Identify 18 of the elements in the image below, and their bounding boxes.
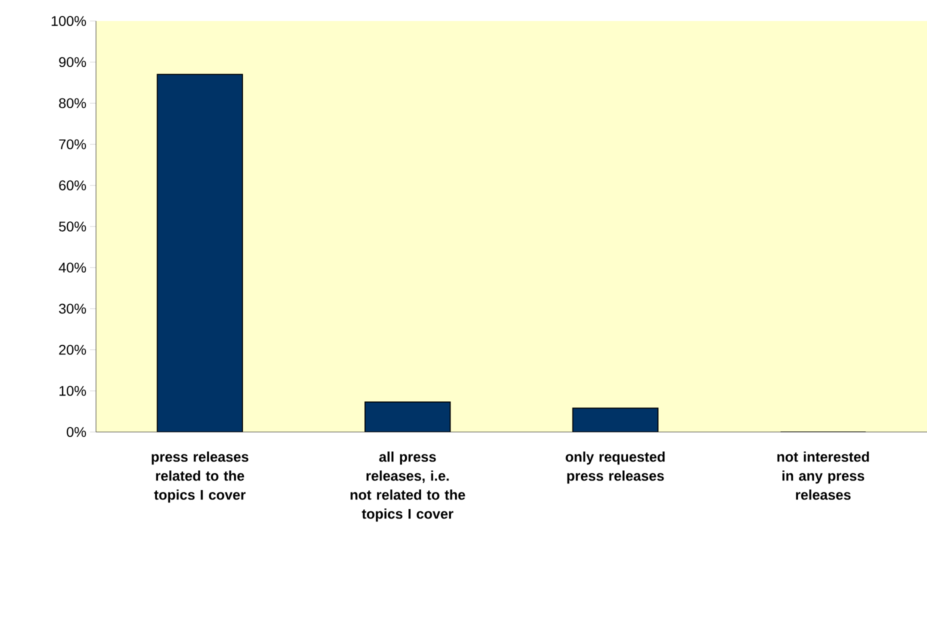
y-tick-label: 70% <box>59 139 86 150</box>
x-tick-label: not interested in any press releases <box>777 452 869 500</box>
y-tick-label: 10% <box>60 386 86 396</box>
y-tick-label: 40% <box>58 262 86 273</box>
x-tick-label: only requested press releases <box>566 452 665 484</box>
y-tick-label: 90% <box>59 57 86 68</box>
y-tick-label: 60% <box>59 180 86 190</box>
bar <box>156 74 243 432</box>
y-tick-label: 0% <box>66 427 86 437</box>
y-tick-label: 50% <box>59 222 86 232</box>
y-tick-label: 20% <box>59 344 86 355</box>
x-tick-label: all press releases, i.e. not related to the topics I cover <box>350 452 466 522</box>
y-tick-label: 30% <box>58 304 86 314</box>
bar <box>572 408 658 432</box>
y-tick-label: 80% <box>59 98 86 108</box>
x-tick-label: press releases related to the topics I cover <box>152 452 248 503</box>
y-tick-label: 100% <box>52 16 86 26</box>
bar <box>364 401 451 432</box>
